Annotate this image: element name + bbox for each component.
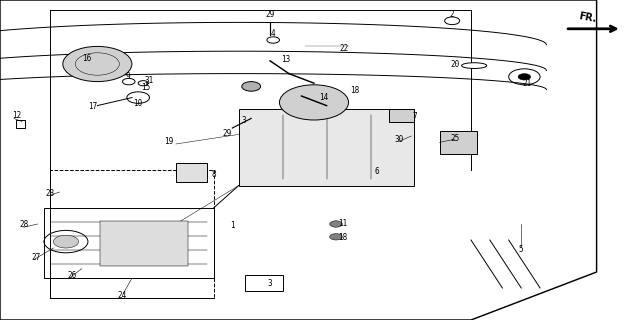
Bar xyxy=(440,131,477,154)
Text: 29: 29 xyxy=(266,10,274,19)
Circle shape xyxy=(53,235,78,248)
Text: 27: 27 xyxy=(32,253,41,262)
Text: 26: 26 xyxy=(68,271,77,280)
Bar xyxy=(239,109,414,186)
Text: 2: 2 xyxy=(450,10,455,19)
Text: 7: 7 xyxy=(412,112,417,121)
Text: 18: 18 xyxy=(338,233,347,242)
Text: 5: 5 xyxy=(519,245,524,254)
Text: 9: 9 xyxy=(125,72,130,81)
Text: 12: 12 xyxy=(12,111,21,120)
Text: 4: 4 xyxy=(271,29,276,38)
Text: 19: 19 xyxy=(164,137,173,146)
Text: 14: 14 xyxy=(319,93,328,102)
Circle shape xyxy=(330,234,342,240)
Text: 25: 25 xyxy=(451,134,460,143)
Text: FR.: FR. xyxy=(578,12,597,24)
Bar xyxy=(100,221,188,266)
Circle shape xyxy=(63,46,132,82)
Bar xyxy=(245,275,283,291)
Text: 29: 29 xyxy=(223,129,232,138)
Text: 10: 10 xyxy=(134,99,143,108)
Text: 8: 8 xyxy=(211,170,216,179)
Bar xyxy=(176,163,207,182)
Text: 22: 22 xyxy=(340,44,349,53)
Text: 13: 13 xyxy=(281,55,290,64)
Text: 24: 24 xyxy=(118,292,127,300)
Circle shape xyxy=(279,85,349,120)
Text: 15: 15 xyxy=(141,83,150,92)
Text: 16: 16 xyxy=(82,54,91,63)
Text: 17: 17 xyxy=(89,102,97,111)
Circle shape xyxy=(330,221,342,227)
Text: 3: 3 xyxy=(241,116,246,124)
Text: 1: 1 xyxy=(230,221,235,230)
Bar xyxy=(389,109,414,122)
Text: 23: 23 xyxy=(46,189,55,198)
Bar xyxy=(16,120,25,128)
Text: 6: 6 xyxy=(374,167,379,176)
Text: 28: 28 xyxy=(19,220,28,229)
Text: 30: 30 xyxy=(394,135,403,144)
Text: 20: 20 xyxy=(451,60,460,69)
Text: 21: 21 xyxy=(523,79,532,88)
Bar xyxy=(44,208,214,278)
Circle shape xyxy=(242,82,261,91)
Circle shape xyxy=(518,74,531,80)
Text: 31: 31 xyxy=(145,76,154,85)
Text: 18: 18 xyxy=(350,86,359,95)
Text: 11: 11 xyxy=(338,220,347,228)
Ellipse shape xyxy=(462,63,487,68)
Text: 3: 3 xyxy=(268,279,273,288)
